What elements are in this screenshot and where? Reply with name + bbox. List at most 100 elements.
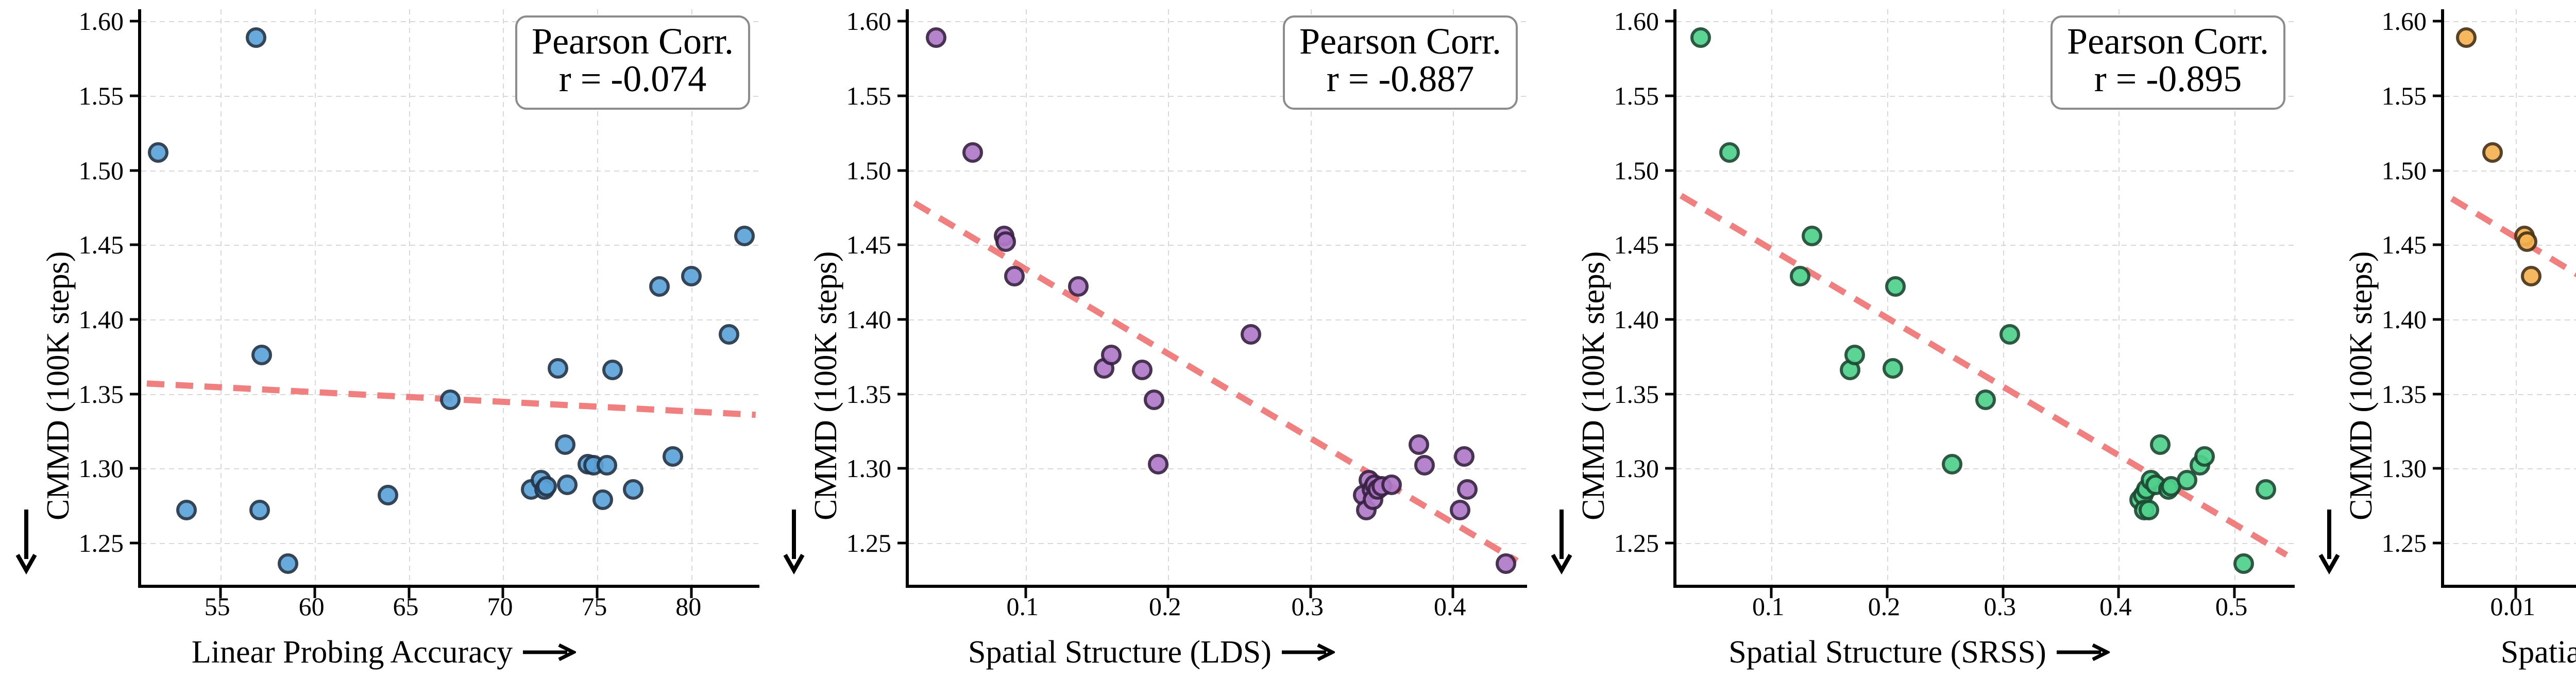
data-point-marker [719,324,740,345]
data-point-marker [649,276,670,297]
gridline-vertical [691,9,693,585]
y-tick-label: 1.50 [1614,156,1659,185]
data-point-marker [995,231,1016,252]
data-point-marker [1381,474,1402,496]
x-tick-label: 0.4 [1433,592,1466,621]
x-tick-mark [1770,587,1773,598]
gridline-vertical [409,9,410,585]
y-tick-label: 1.40 [78,304,124,334]
x-tick-label: 0.2 [1868,592,1901,621]
data-point-marker [1450,500,1471,521]
x-tick-mark [2117,587,2120,598]
y-tick-label: 1.55 [2381,81,2427,110]
gridline-vertical [1168,9,1170,585]
panel-inner: CMMD (100K steps) 1.25 1.30 1.35 1.40 1.45 1.5… [768,0,1535,676]
data-point-marker [1999,324,2021,345]
y-tick-mark [897,94,908,97]
y-tick-label: 1.30 [2381,454,2427,483]
y-tick-mark [1665,20,1675,23]
pearson-correlation-box: Pearson Corr. r = -0.895 [2050,15,2285,110]
y-tick-label: 1.40 [2381,304,2427,334]
data-point-marker [602,360,623,381]
y-tick-mark [897,169,908,172]
data-point-marker [251,345,273,366]
y-tick-mark [130,467,140,470]
y-tick-mark [130,243,140,246]
gridline-vertical [2516,9,2517,585]
pearson-correlation-box: Pearson Corr. r = -0.074 [515,15,750,110]
right-arrow-icon [523,643,577,662]
y-tick-mark [897,467,908,470]
gridline-vertical [2003,9,2004,585]
data-point-marker [278,553,299,574]
y-tick-label-column: 1.25 1.30 1.35 1.40 1.45 1.50 1.55 1.60 [2352,0,2430,585]
pearson-corr-value: r = -0.895 [2094,58,2242,100]
x-tick-label: 0.3 [1984,592,2016,621]
scatter-panel-0: CMMD (100K steps) 1.25 1.30 1.35 1.40 1.45 1.5… [0,0,768,676]
y-tick-label: 1.25 [1614,528,1659,557]
x-tick-label: 75 [581,592,607,621]
gridline-vertical [1887,9,1888,585]
y-tick-label: 1.25 [78,528,124,557]
gridline-horizontal [1676,543,2295,544]
data-point-marker [1143,389,1164,411]
gridline-horizontal [909,170,1527,172]
x-tick-mark [219,587,222,598]
data-point-marker [536,476,557,497]
data-point-marker [1883,358,1904,379]
gridline-vertical [503,9,504,585]
x-tick-label: 0.01 [2490,592,2535,621]
x-tick-mark [1166,587,1170,598]
x-tick-mark [2514,587,2517,598]
x-tick-label: 0.4 [2099,592,2132,621]
y-tick-mark [1665,318,1675,321]
gridline-horizontal [141,245,759,246]
y-tick-label: 1.60 [846,7,892,36]
x-axis-label-group: Spatial Structure (SRSS) [1535,626,2303,678]
data-point-marker [2521,265,2542,286]
data-point-marker [176,500,197,521]
gridline-horizontal [2444,21,2576,23]
gridline-vertical [314,9,316,585]
data-point-marker [556,474,578,496]
y-tick-label-column: 1.25 1.30 1.35 1.40 1.45 1.50 1.55 1.60 [817,0,894,585]
y-tick-mark [2433,243,2443,246]
data-point-marker [2455,27,2477,48]
down-arrow-icon [2318,510,2340,574]
y-tick-mark [130,318,140,321]
data-point-marker [622,479,643,500]
gridline-horizontal [2444,543,2576,544]
x-tick-mark [1886,587,1889,598]
y-tick-label: 1.40 [846,304,892,334]
data-point-marker [1147,453,1168,474]
scatter-panel-2: CMMD (100K steps) 1.25 1.30 1.35 1.40 1.45 1.5… [1535,0,2303,676]
data-point-marker [2255,479,2276,500]
x-tick-label: 70 [487,592,513,621]
plot-clip [2444,9,2576,585]
data-point-marker [1004,265,1025,286]
y-tick-label: 1.45 [1614,230,1659,260]
x-tick-label: 0.1 [1752,592,1785,621]
y-tick-mark [2433,467,2443,470]
y-tick-label-column: 1.25 1.30 1.35 1.40 1.45 1.50 1.55 1.60 [49,0,127,585]
data-point-marker [596,455,617,476]
scatter-panel-1: CMMD (100K steps) 1.25 1.30 1.35 1.40 1.45 1.5… [768,0,1535,676]
x-tick-mark [2233,587,2236,598]
x-tick-label: 0.5 [2215,592,2248,621]
gridline-horizontal [2444,245,2576,246]
plot-area [2433,9,2576,598]
y-axis-label-group: CMMD (100K steps) [768,0,843,585]
data-point-marker [378,485,399,506]
y-tick-label: 1.60 [1614,7,1659,36]
data-point-marker [547,358,568,379]
y-tick-mark [2433,94,2443,97]
gridline-horizontal [2444,170,2576,172]
data-point-marker [1454,446,1475,467]
x-tick-mark [408,587,410,598]
y-tick-label: 1.55 [846,81,892,110]
down-arrow-icon [15,510,37,574]
y-tick-mark [2433,20,2443,23]
y-tick-label: 1.45 [78,230,124,260]
y-tick-label: 1.35 [1614,379,1659,409]
y-tick-label: 1.30 [846,454,892,483]
